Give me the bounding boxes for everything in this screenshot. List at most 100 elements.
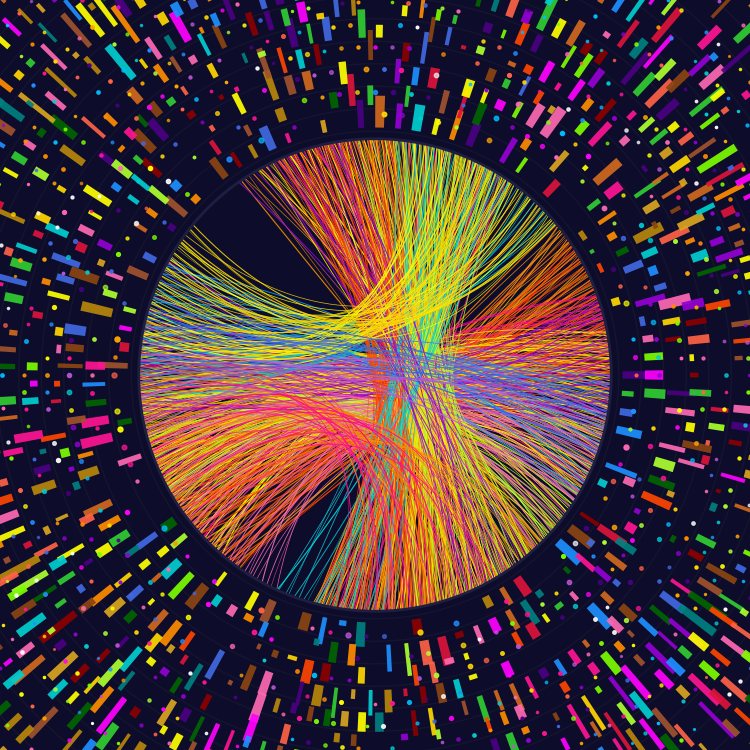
Polygon shape xyxy=(742,549,750,568)
Polygon shape xyxy=(67,691,80,704)
Polygon shape xyxy=(444,657,454,665)
Polygon shape xyxy=(0,541,4,556)
Polygon shape xyxy=(472,101,488,126)
Polygon shape xyxy=(525,103,546,128)
Polygon shape xyxy=(280,8,291,26)
Polygon shape xyxy=(539,106,567,139)
Polygon shape xyxy=(733,405,750,414)
Polygon shape xyxy=(597,210,616,225)
Polygon shape xyxy=(651,7,682,43)
Polygon shape xyxy=(111,159,133,179)
Polygon shape xyxy=(669,155,691,173)
Polygon shape xyxy=(632,71,657,97)
Polygon shape xyxy=(311,684,324,706)
Polygon shape xyxy=(232,92,247,115)
Polygon shape xyxy=(118,145,125,153)
Polygon shape xyxy=(95,648,111,664)
Polygon shape xyxy=(226,604,238,617)
Polygon shape xyxy=(242,735,251,748)
Polygon shape xyxy=(4,247,13,256)
Polygon shape xyxy=(80,301,113,317)
Polygon shape xyxy=(110,4,140,44)
Polygon shape xyxy=(10,654,46,686)
Polygon shape xyxy=(375,712,384,732)
Polygon shape xyxy=(316,13,325,20)
Polygon shape xyxy=(674,724,694,747)
Polygon shape xyxy=(473,625,484,644)
Polygon shape xyxy=(26,58,35,68)
Polygon shape xyxy=(581,695,606,730)
Polygon shape xyxy=(582,639,590,648)
Polygon shape xyxy=(221,730,235,750)
Polygon shape xyxy=(134,222,148,232)
Polygon shape xyxy=(688,54,712,76)
Polygon shape xyxy=(63,0,82,21)
Polygon shape xyxy=(320,120,327,133)
Polygon shape xyxy=(661,0,681,16)
Polygon shape xyxy=(476,695,490,722)
Polygon shape xyxy=(129,706,141,718)
Polygon shape xyxy=(632,222,664,245)
Polygon shape xyxy=(148,184,170,205)
Polygon shape xyxy=(257,50,266,58)
Polygon shape xyxy=(502,78,512,89)
Polygon shape xyxy=(350,734,357,746)
Polygon shape xyxy=(243,613,254,623)
Polygon shape xyxy=(32,311,44,319)
Polygon shape xyxy=(72,51,80,59)
Polygon shape xyxy=(642,334,654,343)
Polygon shape xyxy=(144,37,163,60)
Polygon shape xyxy=(313,44,322,65)
Polygon shape xyxy=(103,289,118,298)
Polygon shape xyxy=(147,118,170,142)
Polygon shape xyxy=(266,0,284,5)
Polygon shape xyxy=(485,68,497,82)
Polygon shape xyxy=(98,151,114,166)
Polygon shape xyxy=(26,100,34,108)
Polygon shape xyxy=(280,724,291,745)
Polygon shape xyxy=(133,741,147,750)
Polygon shape xyxy=(124,127,137,140)
Polygon shape xyxy=(721,269,740,278)
Polygon shape xyxy=(179,654,189,665)
Polygon shape xyxy=(243,124,253,136)
Polygon shape xyxy=(688,632,709,652)
Polygon shape xyxy=(157,545,170,558)
Polygon shape xyxy=(47,626,56,635)
Polygon shape xyxy=(706,562,737,584)
Polygon shape xyxy=(88,2,96,11)
Polygon shape xyxy=(566,704,590,740)
Polygon shape xyxy=(178,707,192,722)
Polygon shape xyxy=(300,659,314,684)
Polygon shape xyxy=(104,734,130,750)
Polygon shape xyxy=(574,53,594,78)
Polygon shape xyxy=(242,713,260,742)
Polygon shape xyxy=(96,697,128,734)
Polygon shape xyxy=(484,717,493,732)
Polygon shape xyxy=(196,33,211,56)
Polygon shape xyxy=(368,86,374,105)
Polygon shape xyxy=(394,58,401,83)
Polygon shape xyxy=(160,558,182,580)
Polygon shape xyxy=(445,27,452,46)
Polygon shape xyxy=(710,406,729,412)
Polygon shape xyxy=(428,16,436,42)
Polygon shape xyxy=(657,631,678,650)
Polygon shape xyxy=(140,158,163,178)
Polygon shape xyxy=(654,58,676,81)
Polygon shape xyxy=(0,8,10,50)
Polygon shape xyxy=(734,356,742,360)
Polygon shape xyxy=(435,9,442,21)
Polygon shape xyxy=(638,617,658,637)
Polygon shape xyxy=(580,40,593,56)
Polygon shape xyxy=(41,278,51,286)
Polygon shape xyxy=(659,146,674,160)
Polygon shape xyxy=(587,68,605,88)
Polygon shape xyxy=(290,702,298,714)
Polygon shape xyxy=(597,0,610,4)
Polygon shape xyxy=(244,11,259,36)
Polygon shape xyxy=(700,112,721,130)
Polygon shape xyxy=(262,69,280,100)
Polygon shape xyxy=(77,224,94,237)
Polygon shape xyxy=(649,604,673,625)
